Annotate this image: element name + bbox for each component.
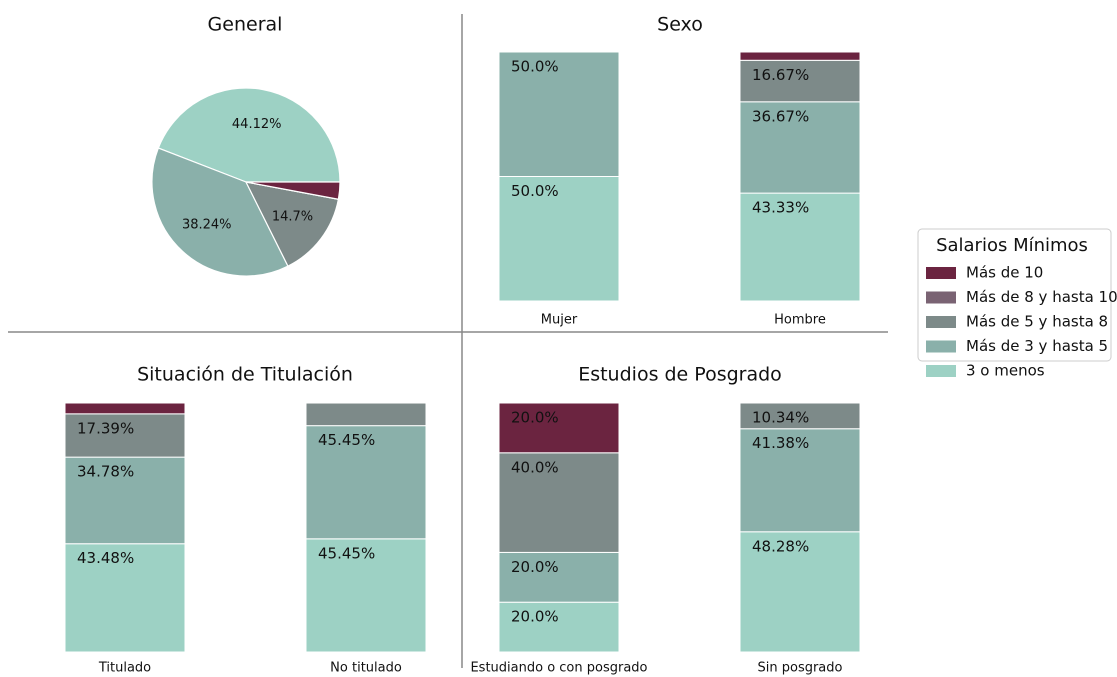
bar-segment xyxy=(739,428,861,533)
data-label: 10.34% xyxy=(752,409,809,427)
data-label: 20.0% xyxy=(511,409,559,427)
bar-segment xyxy=(498,601,620,653)
chart-title: General xyxy=(208,14,283,36)
bar-segment xyxy=(739,59,861,103)
x-tick-label: Titulado xyxy=(98,661,151,676)
bar-segment xyxy=(305,538,427,653)
pie-slice xyxy=(151,147,289,277)
data-label: 50.0% xyxy=(511,58,559,76)
legend-swatch xyxy=(926,316,956,328)
data-label: 34.78% xyxy=(77,463,134,481)
data-label: 38.24% xyxy=(182,218,232,233)
bar-segment xyxy=(498,452,620,553)
bar-segment xyxy=(64,402,186,415)
legend-label: Más de 5 y hasta 8 xyxy=(966,313,1108,331)
data-label: 45.45% xyxy=(318,544,375,562)
legend-box xyxy=(917,228,1112,362)
legend-title: Salarios Mínimos xyxy=(936,235,1088,256)
legend-label: Más de 8 y hasta 10 xyxy=(966,288,1117,306)
legend-label: Más de 3 y hasta 5 xyxy=(966,337,1108,355)
chart-title: Situación de Titulación xyxy=(137,364,353,386)
bar-segment xyxy=(498,51,620,177)
bar-segment xyxy=(498,402,620,454)
data-label: 43.33% xyxy=(752,199,809,217)
x-tick-label: Hombre xyxy=(774,313,826,328)
legend-label: 3 o menos xyxy=(966,362,1045,380)
bar-segment xyxy=(64,543,186,653)
legend-swatch xyxy=(926,291,956,304)
data-label: 44.12% xyxy=(232,117,282,132)
pie-slice xyxy=(157,87,341,183)
data-label: 14.7% xyxy=(272,210,313,225)
x-tick-label: Mujer xyxy=(541,313,578,328)
data-label: 36.67% xyxy=(752,107,809,125)
bar-segment xyxy=(498,176,620,302)
data-label: 40.0% xyxy=(511,458,559,476)
bar-segment xyxy=(64,456,186,545)
data-label: 43.48% xyxy=(77,549,134,567)
data-label: 41.38% xyxy=(752,434,809,452)
bar-segment xyxy=(305,402,427,427)
bar-segment xyxy=(739,192,861,302)
legend-swatch xyxy=(926,365,956,377)
bar-segment xyxy=(739,531,861,653)
legend-label: Más de 10 xyxy=(966,264,1043,282)
bar-segment xyxy=(64,413,186,458)
bar-segment xyxy=(305,425,427,540)
chart-title: Sexo xyxy=(657,14,703,36)
legend-swatch xyxy=(926,267,956,279)
pie-slice xyxy=(244,181,340,267)
x-tick-label: Estudiando o con posgrado xyxy=(470,661,647,676)
bar-segment xyxy=(739,101,861,194)
pie-slice xyxy=(245,181,341,200)
data-label: 20.0% xyxy=(511,558,559,576)
chart-title: Estudios de Posgrado xyxy=(578,364,782,386)
legend-swatch xyxy=(926,340,956,353)
x-tick-label: Sin posgrado xyxy=(758,661,843,676)
data-label: 16.67% xyxy=(752,66,809,84)
bar-segment xyxy=(739,402,861,430)
x-tick-label: No titulado xyxy=(330,661,402,676)
bar-segment xyxy=(498,551,620,603)
data-label: 50.0% xyxy=(511,182,559,200)
data-label: 48.28% xyxy=(752,537,809,555)
data-label: 20.0% xyxy=(511,608,559,626)
bar-segment xyxy=(739,51,861,61)
data-label: 45.45% xyxy=(318,431,375,449)
data-label: 17.39% xyxy=(77,419,134,437)
